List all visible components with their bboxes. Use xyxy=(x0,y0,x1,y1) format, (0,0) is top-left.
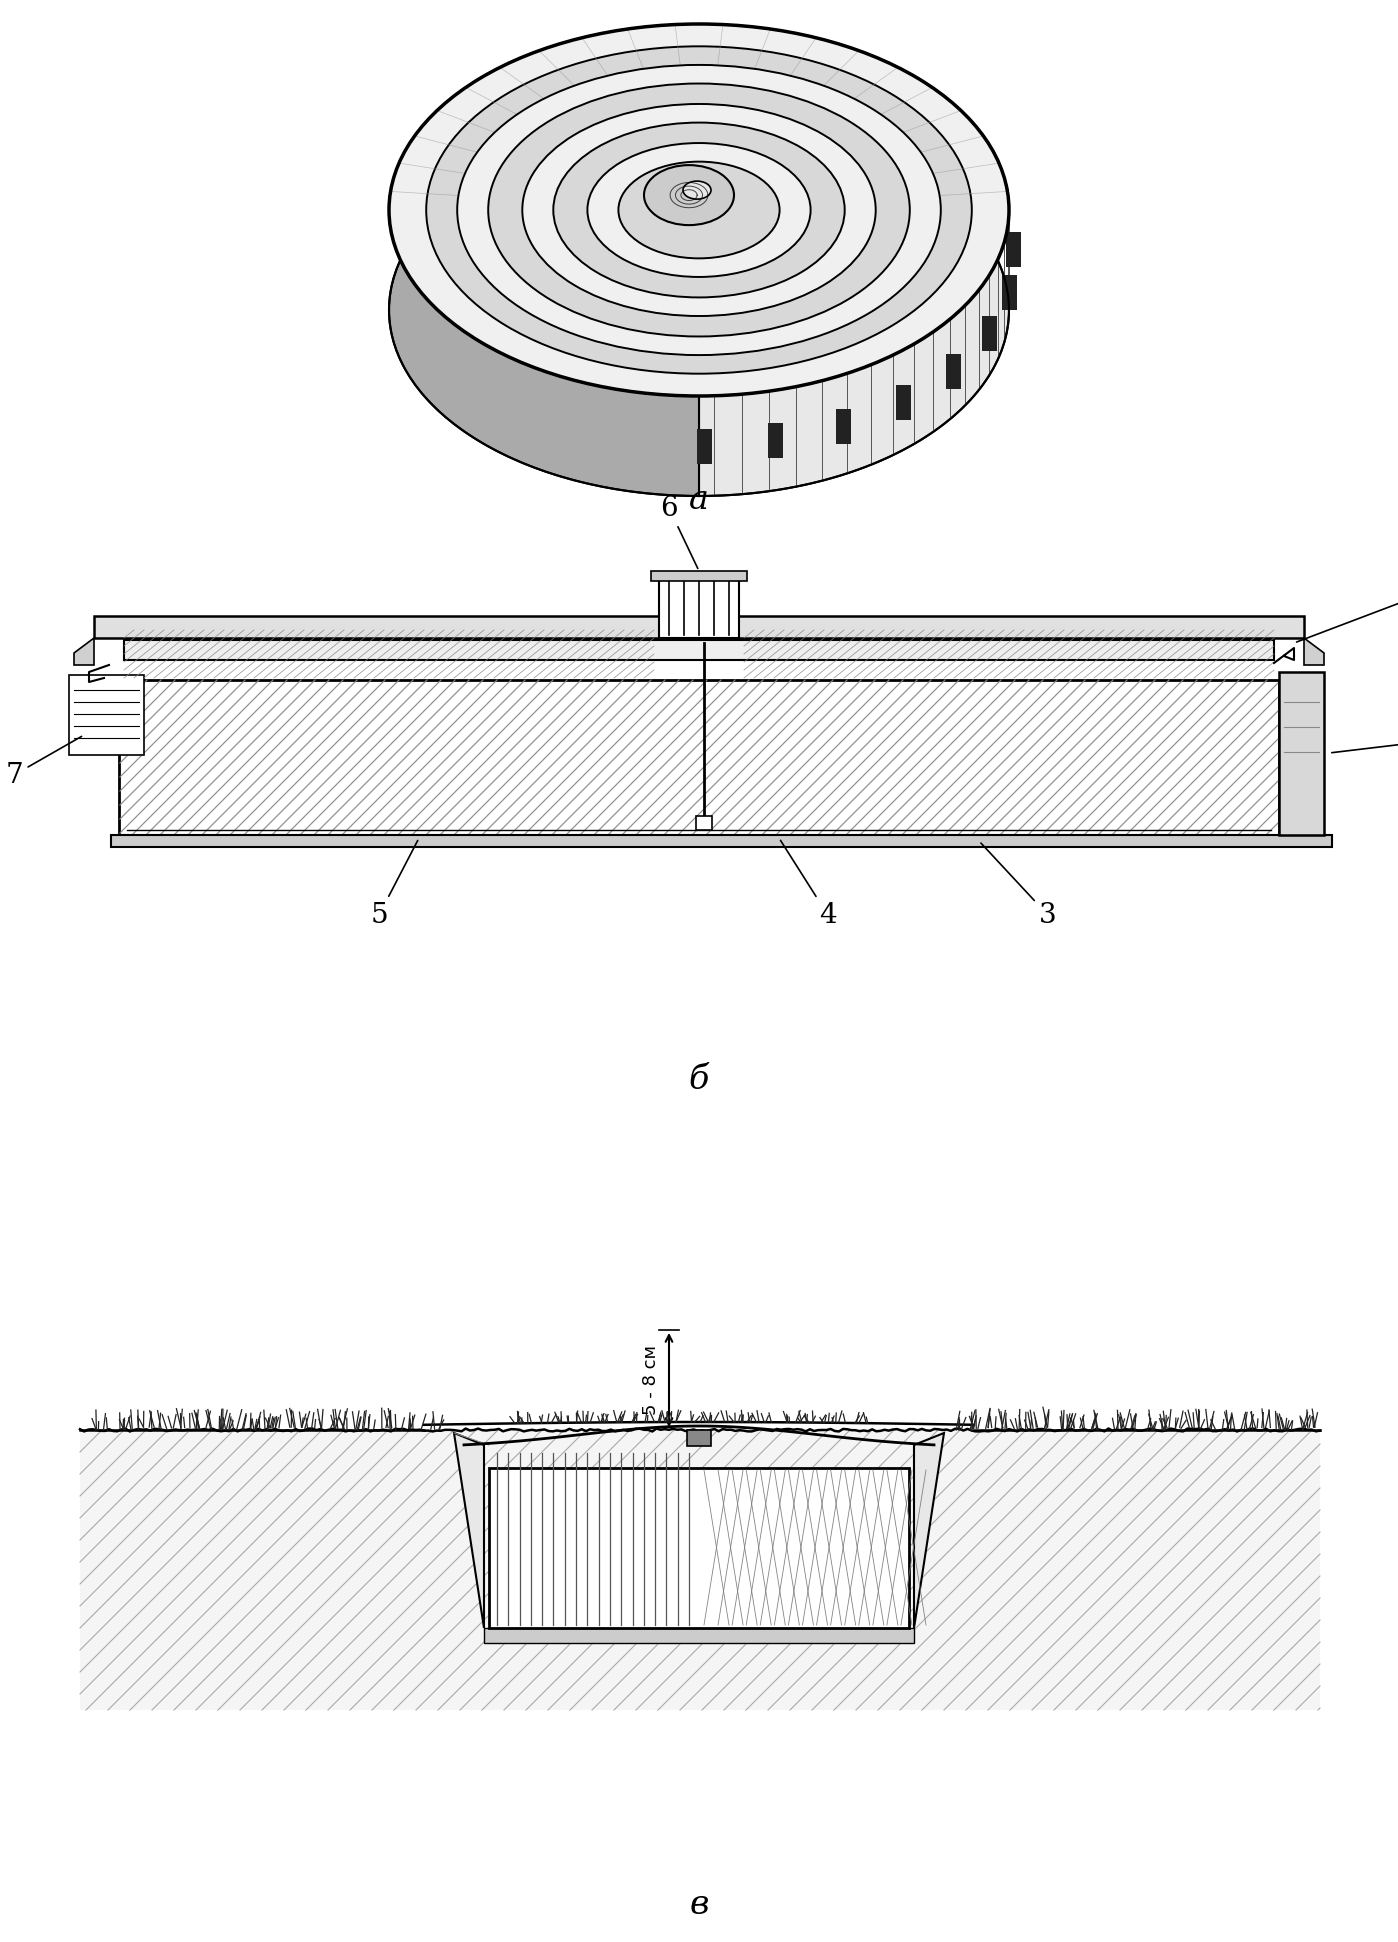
Text: 6: 6 xyxy=(660,495,698,569)
Bar xyxy=(981,317,997,352)
Ellipse shape xyxy=(488,84,910,336)
Bar xyxy=(1279,672,1324,835)
Text: в: в xyxy=(689,1890,709,1921)
Ellipse shape xyxy=(587,144,811,278)
Bar xyxy=(484,1627,914,1643)
Text: 3: 3 xyxy=(981,843,1057,928)
Bar xyxy=(69,676,144,755)
Text: 2: 2 xyxy=(1296,585,1398,643)
Polygon shape xyxy=(389,23,699,495)
Bar xyxy=(489,1468,909,1627)
Text: 7: 7 xyxy=(6,736,81,788)
Bar xyxy=(119,680,1279,835)
Bar xyxy=(80,1429,1320,1711)
Bar xyxy=(110,835,1332,847)
Polygon shape xyxy=(699,23,1009,495)
Bar xyxy=(124,641,1274,660)
Text: 4: 4 xyxy=(780,841,836,928)
Polygon shape xyxy=(1304,639,1324,664)
Bar xyxy=(966,150,980,184)
Bar xyxy=(696,816,712,829)
Bar xyxy=(923,115,938,150)
Ellipse shape xyxy=(426,47,972,373)
Text: 5: 5 xyxy=(370,841,418,928)
Ellipse shape xyxy=(618,161,780,258)
Bar xyxy=(733,58,748,93)
Bar xyxy=(867,87,882,122)
Ellipse shape xyxy=(554,122,844,297)
Ellipse shape xyxy=(684,181,712,200)
Text: 5 - 8 см: 5 - 8 см xyxy=(642,1346,660,1416)
Bar xyxy=(1007,231,1022,266)
Bar xyxy=(994,188,1009,223)
Bar xyxy=(896,385,911,419)
Bar xyxy=(698,429,712,464)
Bar xyxy=(686,1429,712,1447)
Polygon shape xyxy=(914,1433,944,1627)
Bar xyxy=(94,616,1304,639)
Bar xyxy=(1002,276,1018,311)
Text: б: б xyxy=(689,1064,709,1095)
Bar xyxy=(945,353,960,388)
Text: 1: 1 xyxy=(1332,730,1398,757)
Polygon shape xyxy=(74,639,94,664)
Bar xyxy=(802,68,818,103)
Polygon shape xyxy=(454,1433,484,1627)
Ellipse shape xyxy=(644,165,734,225)
Bar xyxy=(658,573,740,639)
Text: а: а xyxy=(689,484,709,517)
Ellipse shape xyxy=(389,23,1009,396)
Ellipse shape xyxy=(457,64,941,355)
Bar xyxy=(769,423,783,458)
Bar xyxy=(651,571,747,581)
Bar xyxy=(836,408,851,443)
Ellipse shape xyxy=(523,105,875,317)
